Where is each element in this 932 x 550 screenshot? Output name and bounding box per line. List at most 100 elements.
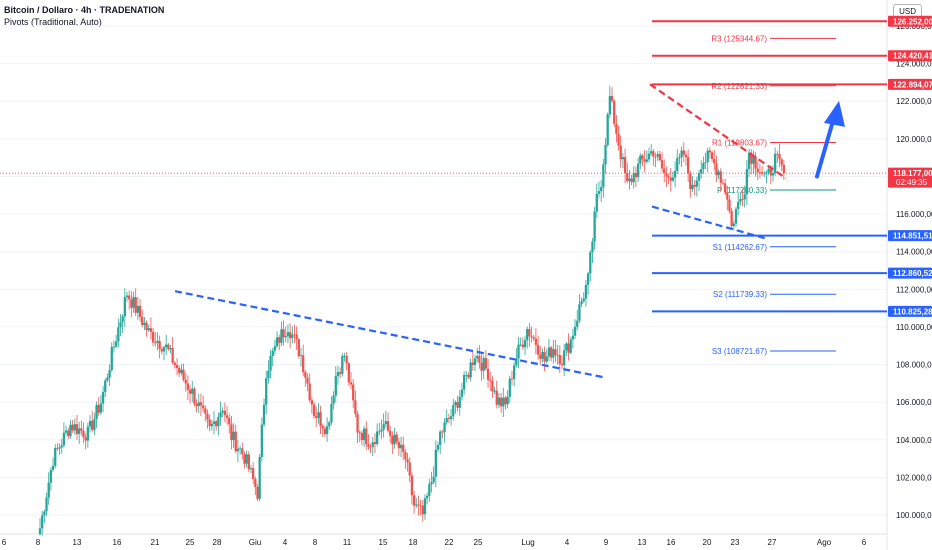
candle [228,413,231,434]
candle [541,348,544,363]
arrow-shaft[interactable] [815,118,835,179]
candle [682,142,685,163]
candle [252,462,255,484]
candle [56,443,59,451]
candle [212,411,216,435]
candle [395,431,398,445]
candle [265,371,268,415]
candle [489,371,492,392]
candle [245,450,248,468]
candle [573,319,577,340]
candle [647,147,651,163]
trendline-wedge-upper[interactable] [649,83,787,180]
price-tick-label: 106.000,00 [896,398,932,407]
candle [389,426,392,443]
candle [123,288,126,327]
candle [165,334,168,355]
candle [201,395,205,412]
candle [467,372,470,380]
candle [162,345,166,361]
candle [517,337,520,368]
candle [84,433,87,450]
candle [693,179,696,196]
candle [700,160,703,179]
candle [258,453,261,502]
candle [386,412,390,433]
trendline-wedge-lower[interactable] [651,205,767,240]
candle [734,206,738,227]
candle [510,371,514,386]
candle [660,152,664,173]
candle [610,87,614,104]
trendlines[interactable] [174,83,787,379]
candle [382,413,385,438]
candle [186,375,190,401]
candle [391,431,394,454]
candle [549,345,553,362]
candle [108,364,111,386]
candle [419,500,422,515]
candle [180,363,183,376]
candle [591,238,594,263]
candle [280,321,283,347]
candle [695,176,698,197]
candle [530,326,533,343]
candle [717,169,720,180]
candle [421,500,424,522]
candle [354,390,357,418]
candle [412,491,416,514]
candle [236,439,240,463]
candle [167,342,170,351]
candle [393,427,396,449]
projection-arrow[interactable] [815,100,845,179]
date-tick-label: 8 [36,538,41,547]
candle [565,341,568,357]
price-tags: 126.252,00 124.420,41 122.894,07 114.851,51… [888,15,932,317]
date-tick-label: Lug [521,538,534,547]
indicator-legend[interactable]: Pivots (Traditional, Auto) [4,17,102,28]
level-price-tag-2-bg [888,78,932,90]
candle [774,147,777,176]
date-tick-label: 23 [731,538,740,547]
candle [739,192,742,206]
date-tick-label: 16 [667,538,676,547]
candle [197,393,200,414]
candle [499,392,503,413]
candle [47,472,50,505]
candle [49,467,53,491]
level-price-tag-4-bg [888,267,932,279]
candle [747,148,751,177]
candle [215,419,218,431]
candle [417,495,420,516]
candle [347,361,350,386]
price-tick-label: 102.000,00 [896,473,932,482]
candle [175,358,179,376]
candle [234,424,237,454]
grid [0,25,887,516]
candle [602,158,605,198]
candle [523,336,527,356]
candle [643,150,646,172]
candle [315,406,318,427]
candle [247,451,250,473]
candle [121,314,124,333]
date-tick-label: 15 [379,538,388,547]
candle [586,271,590,295]
date-axis[interactable]: 6 8 13 16 21 25 28 Giu 4 8 11 15 18 22 25 Lug 4 9 13 16 20 23… [2,538,867,547]
candle [543,346,546,372]
candle [504,396,507,410]
candle [225,406,229,425]
candle [88,415,92,433]
candle [64,425,68,435]
arrow-head[interactable] [824,100,845,127]
candle [75,414,79,440]
candle [145,320,148,337]
candle [680,146,683,167]
candle [358,430,361,443]
candle [626,162,629,184]
candle [702,156,705,174]
candle [460,382,464,401]
trendline-descending-resistance[interactable] [174,290,607,379]
level-price-tag-0: 126.252,00 [893,17,932,26]
